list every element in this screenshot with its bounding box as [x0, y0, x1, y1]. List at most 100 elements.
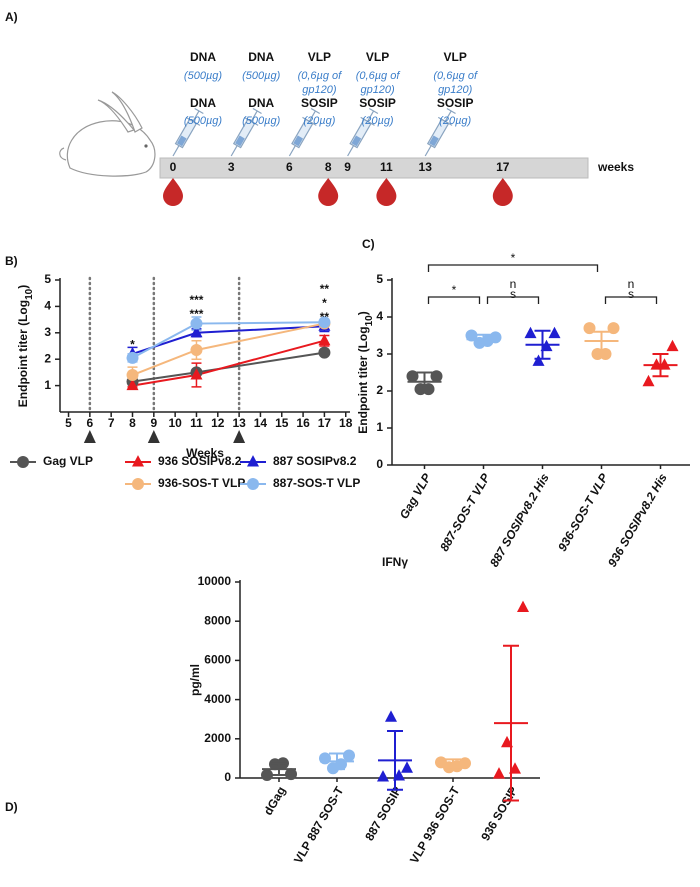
needle	[172, 145, 180, 157]
week-label: 0	[170, 160, 177, 174]
x-tick-label: 15	[275, 416, 289, 430]
dose-label: (0,6µg of	[433, 70, 478, 82]
y-tick-label: 0	[376, 457, 383, 471]
liquid	[293, 135, 303, 147]
marker	[132, 455, 144, 467]
dose-label: gp120)	[302, 84, 337, 96]
y-tick-label: 8000	[204, 613, 231, 627]
panel-label: C)	[362, 237, 375, 251]
significance-label: ***	[189, 293, 203, 307]
blood-drop	[318, 178, 339, 206]
y-tick-label: 2	[44, 351, 51, 365]
week-label: 9	[344, 160, 351, 174]
agent-label: DNA	[248, 96, 274, 110]
marker	[430, 370, 443, 383]
syringe	[424, 107, 456, 157]
syringe	[288, 107, 321, 157]
x-tick-label: 16	[296, 416, 310, 430]
syringe	[230, 107, 262, 157]
plunger-head	[310, 107, 321, 114]
y-tick-label: 4000	[204, 692, 231, 706]
dose-label: gp120)	[360, 84, 395, 96]
week-label: 3	[228, 160, 235, 174]
week-label: 13	[419, 160, 433, 174]
plunger-head	[252, 107, 262, 114]
agent-label: SOSIP	[437, 96, 474, 110]
y-tick-label: 5	[376, 272, 383, 286]
x-tick-label: 6	[87, 416, 94, 430]
x-tick-label: 936 SOSIPv8.2 His	[605, 471, 670, 570]
marker	[318, 333, 331, 346]
liquid	[351, 135, 362, 147]
dose-label: gp120)	[438, 84, 473, 96]
week-label: 11	[380, 160, 393, 174]
significance-label: **	[320, 310, 330, 324]
marker	[132, 478, 144, 490]
week-label: 17	[496, 160, 510, 174]
panel-label: D)	[5, 800, 18, 814]
needle	[424, 145, 432, 157]
plunger-head	[446, 107, 456, 114]
significance-bracket	[604, 296, 658, 304]
significance-label: n	[628, 277, 635, 291]
y-tick-label: 5	[44, 272, 51, 286]
significance-label: ***	[189, 307, 203, 321]
dose-label: (20µg)	[439, 115, 471, 127]
y-tick-label: 2	[376, 383, 383, 397]
significance-label: *	[130, 337, 135, 351]
plunger	[444, 110, 452, 122]
plunger	[192, 110, 200, 122]
significance-bracket	[427, 264, 599, 272]
x-tick-label: 936-SOS-T VLP	[555, 470, 611, 554]
week-label: 6	[286, 160, 293, 174]
agent-label: SOSIP	[301, 96, 338, 110]
immunization-marker	[147, 430, 160, 443]
x-tick-label: 9	[150, 416, 157, 430]
blood-drop	[376, 178, 397, 206]
label-part: 10	[364, 315, 375, 327]
marker	[642, 374, 655, 387]
x-tick-label: 7	[108, 416, 115, 430]
x-tick-label: 13	[232, 416, 246, 430]
significance-label: *	[511, 251, 516, 265]
marker	[489, 331, 502, 344]
label-part: Endpoint titer (Log	[356, 326, 370, 433]
chart-title: IFNγ	[382, 555, 408, 569]
week-label: 8	[325, 160, 332, 174]
label-part: Endpoint titer (Log	[16, 300, 30, 407]
agent-label: SOSIP	[359, 96, 396, 110]
marker	[517, 600, 529, 612]
marker	[126, 351, 139, 364]
marker	[247, 478, 259, 490]
syringe	[172, 107, 204, 157]
marker	[385, 710, 397, 722]
x-tick-label: dGag	[261, 784, 288, 818]
marker	[17, 456, 29, 468]
x-tick-label: 10	[168, 416, 182, 430]
x-tick-label: 17	[318, 416, 332, 430]
immunization-marker	[83, 430, 96, 443]
x-tick-label: 887-SOS-T VLP	[437, 470, 493, 554]
plunger	[367, 110, 375, 122]
y-tick-label: 1	[44, 378, 51, 392]
x-tick-label: VLP 887 SOS-T	[291, 784, 347, 866]
dose-label: (500µg)	[184, 115, 222, 127]
significance-label: s	[628, 287, 634, 301]
plunger-head	[368, 107, 379, 114]
marker	[532, 354, 545, 366]
panel-label: B)	[5, 254, 18, 268]
dose-label: (500µg)	[184, 70, 222, 82]
agent-label: DNA	[190, 50, 216, 64]
liquid	[429, 135, 439, 147]
marker	[261, 769, 273, 782]
significance-bracket	[427, 296, 481, 304]
y-tick-label: 0	[224, 770, 231, 784]
x-tick-label: VLP 936 SOS-T	[407, 784, 463, 866]
plunger-head	[194, 107, 204, 114]
dose-label: (500µg)	[242, 115, 280, 127]
x-tick-label: 18	[339, 416, 353, 430]
marker	[377, 770, 389, 782]
marker	[285, 768, 297, 781]
plunger	[250, 110, 258, 122]
